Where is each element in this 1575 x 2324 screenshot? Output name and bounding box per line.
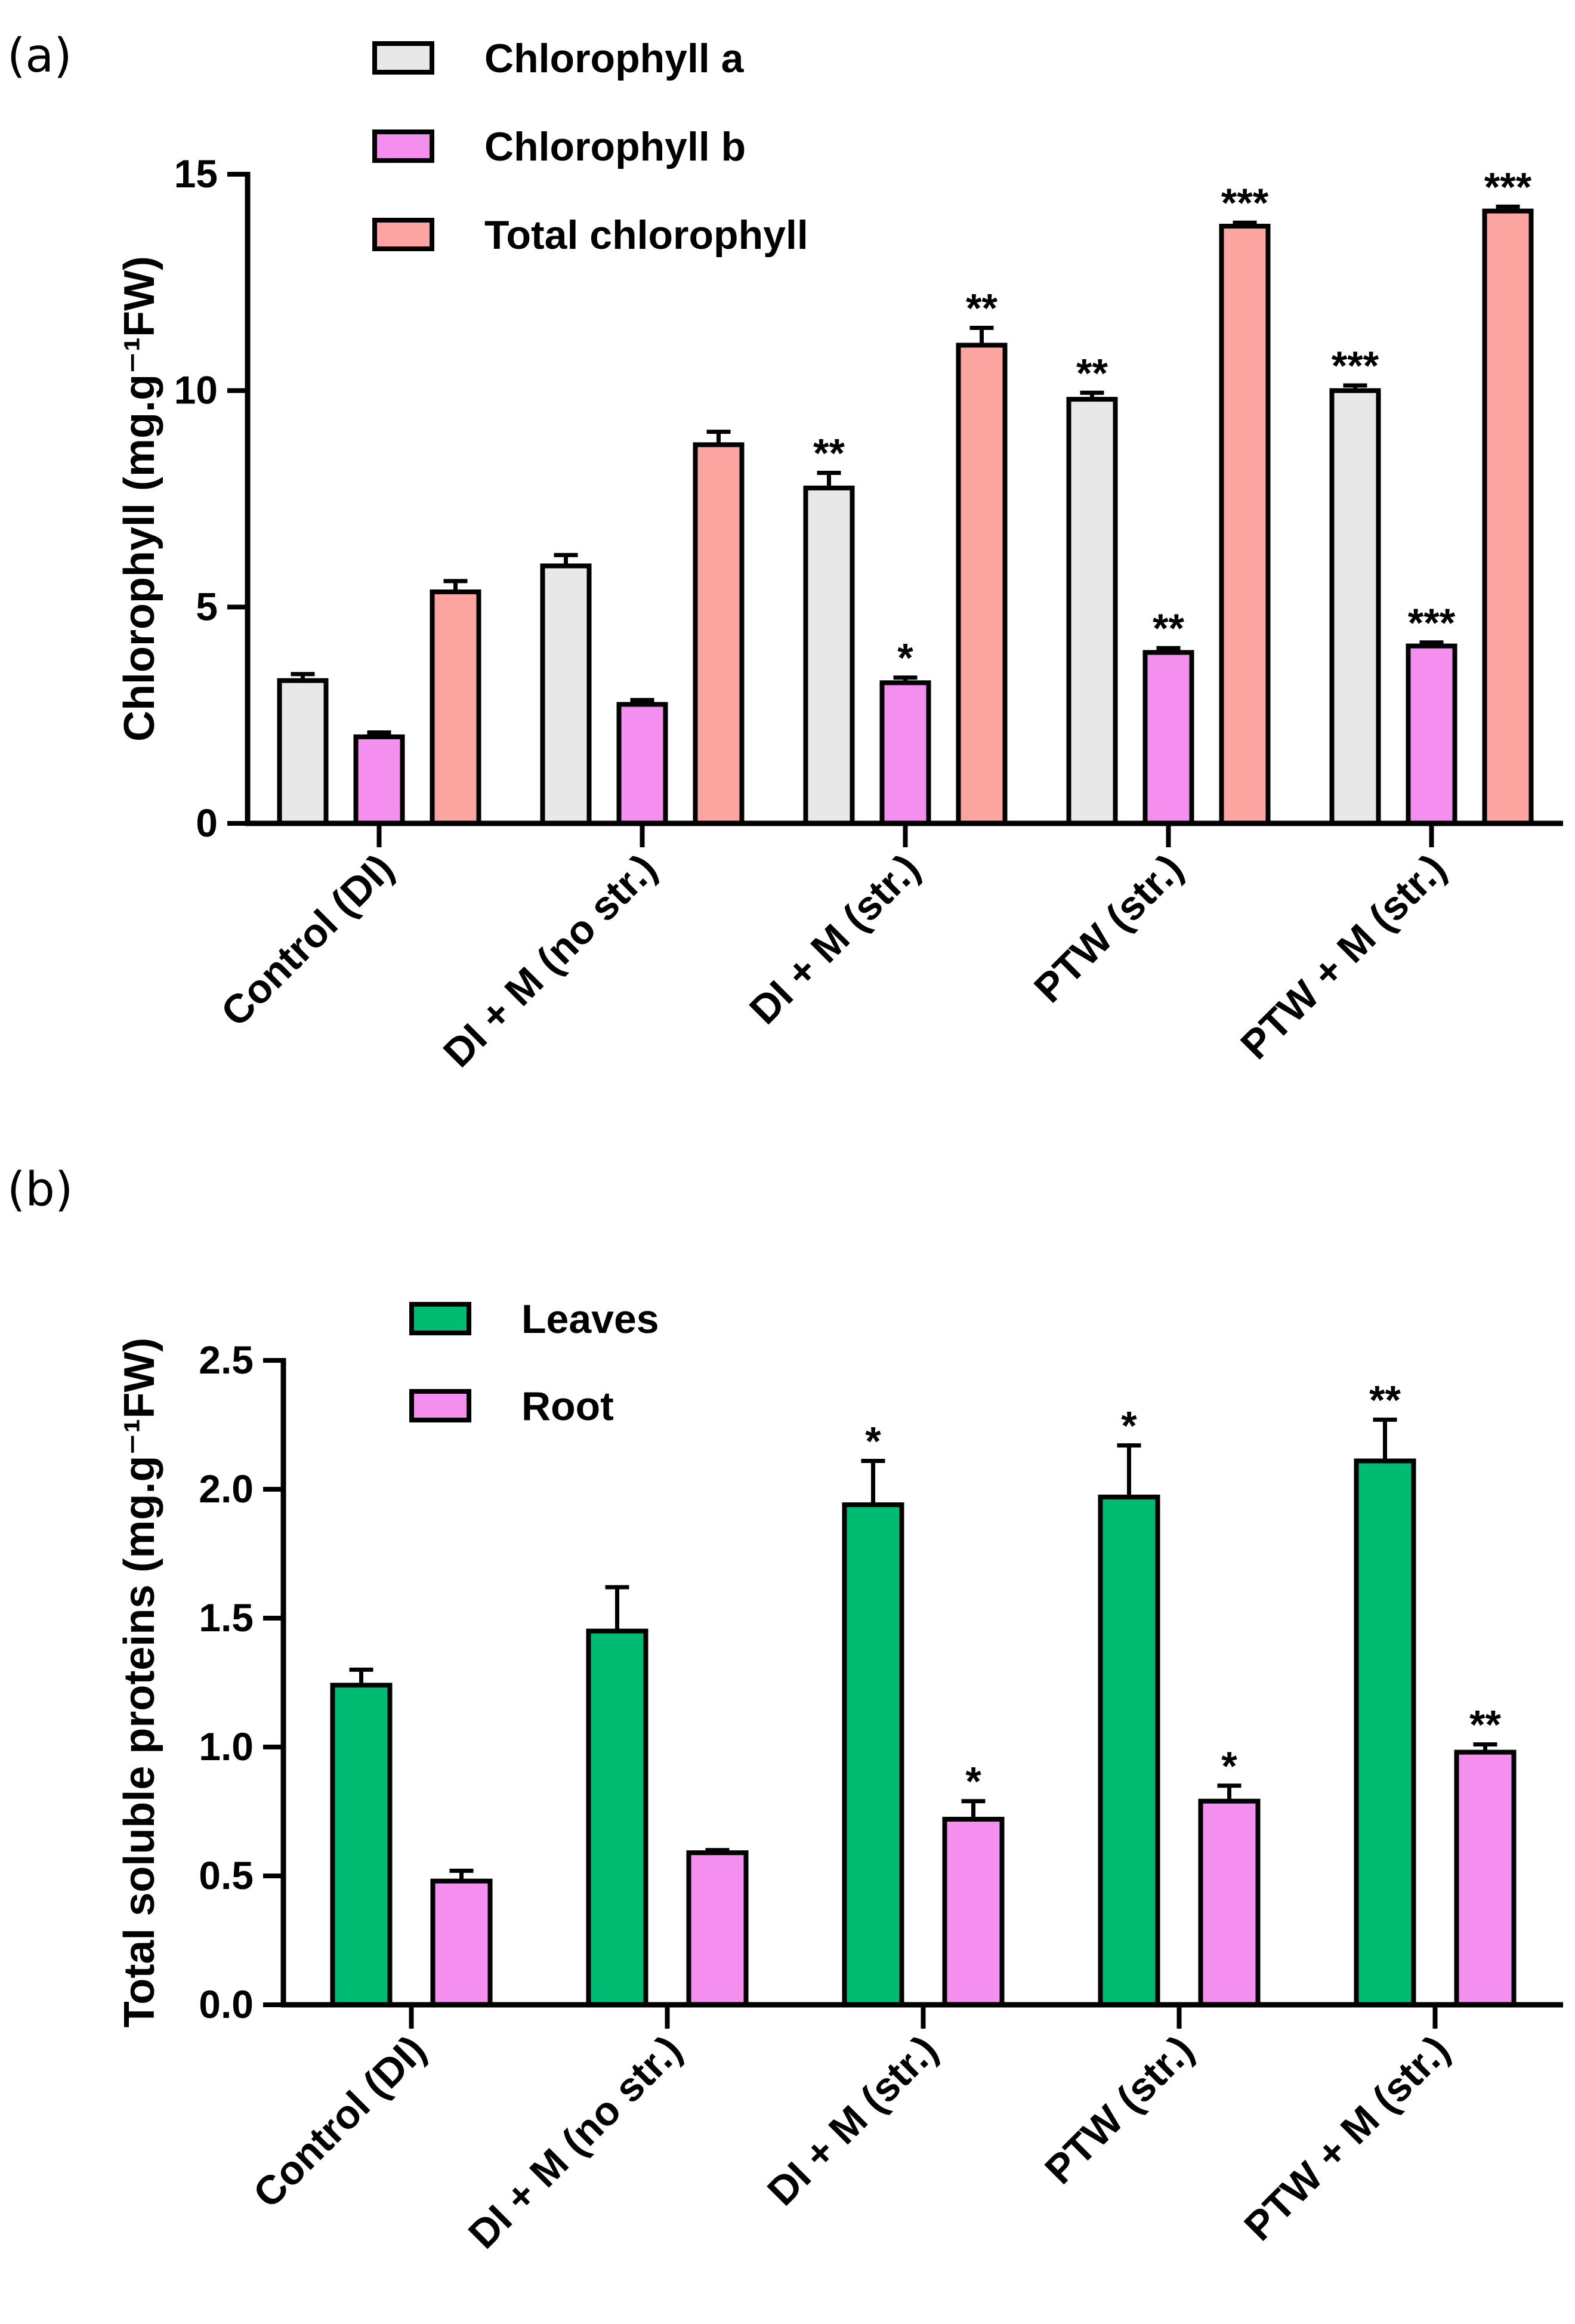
category-label: PTW (str.) bbox=[1036, 2027, 1202, 2193]
y-tick-label: 1.0 bbox=[199, 1724, 254, 1769]
legend-label: Chlorophyll a bbox=[484, 36, 745, 81]
significance-label: * bbox=[965, 1759, 981, 1804]
y-axis-label: Chlorophyll (mg.g⁻¹FW) bbox=[116, 256, 163, 742]
significance-label: *** bbox=[1484, 164, 1532, 209]
category-label: DI + M (str.) bbox=[759, 2027, 946, 2214]
significance-label: * bbox=[1121, 1403, 1137, 1449]
chart-b: 0.00.51.01.52.02.5* **** ***Control (DI) DI… bbox=[116, 1297, 1563, 2257]
bar bbox=[1142, 650, 1194, 826]
significance-label: *** bbox=[1332, 343, 1379, 388]
legend-swatch bbox=[409, 1302, 471, 1335]
legend-swatch bbox=[372, 41, 434, 75]
panel-a-label: (a) bbox=[7, 29, 72, 83]
significance-label: * bbox=[865, 1418, 881, 1464]
legend-label: Leaves bbox=[521, 1297, 659, 1342]
category-label: PTW + M (str.) bbox=[1236, 2027, 1458, 2249]
y-tick-label: 0 bbox=[196, 801, 218, 845]
bar bbox=[1098, 1494, 1160, 2007]
bar bbox=[540, 563, 592, 826]
y-tick-label: 0.0 bbox=[199, 1982, 254, 2026]
y-tick-label: 1.5 bbox=[199, 1595, 254, 1640]
bar bbox=[842, 1502, 904, 2007]
bar bbox=[586, 1628, 648, 2008]
bar bbox=[693, 442, 745, 826]
bar bbox=[1354, 1458, 1416, 2007]
bar bbox=[942, 1816, 1005, 2007]
bar bbox=[956, 342, 1008, 826]
legend-swatch bbox=[409, 1389, 471, 1422]
legend-label: Total chlorophyll bbox=[484, 212, 808, 258]
y-axis-label: Total soluble proteins (mg.g⁻¹FW) bbox=[116, 1338, 163, 2028]
legend-label: Chlorophyll b bbox=[484, 124, 746, 169]
bar bbox=[803, 485, 855, 826]
y-tick-label: 2.0 bbox=[199, 1467, 254, 1511]
y-tick-label: 15 bbox=[174, 152, 218, 196]
significance-label: ** bbox=[1153, 606, 1184, 651]
bar bbox=[686, 1850, 749, 2008]
y-tick-label: 5 bbox=[196, 584, 218, 628]
bar bbox=[430, 1878, 493, 2007]
bar bbox=[879, 680, 931, 826]
significance-label: *** bbox=[1221, 180, 1269, 226]
bar bbox=[277, 678, 329, 826]
category-label: DI + M (no str.) bbox=[435, 845, 665, 1076]
category-label: Control (DI) bbox=[245, 2027, 434, 2217]
bar bbox=[1198, 1798, 1261, 2007]
bar bbox=[330, 1683, 393, 2008]
category-label: DI + M (no str.) bbox=[460, 2027, 690, 2257]
bar bbox=[1406, 643, 1457, 826]
significance-label: ** bbox=[1469, 1702, 1501, 1748]
significance-label: * bbox=[897, 635, 913, 681]
y-tick-label: 0.5 bbox=[199, 1853, 254, 1897]
bar bbox=[1482, 208, 1534, 826]
category-label: Control (DI) bbox=[212, 845, 402, 1035]
bar bbox=[430, 589, 481, 826]
bar bbox=[353, 734, 405, 826]
significance-label: ** bbox=[1369, 1377, 1401, 1422]
category-label: PTW + M (str.) bbox=[1232, 845, 1454, 1068]
y-tick-label: 10 bbox=[174, 368, 218, 412]
panel-b-label: (b) bbox=[7, 1163, 73, 1217]
legend-swatch bbox=[372, 129, 434, 163]
significance-label: ** bbox=[1076, 350, 1108, 396]
legend-swatch bbox=[372, 218, 434, 251]
bar bbox=[616, 702, 668, 826]
significance-label: * bbox=[1221, 1743, 1237, 1789]
significance-label: ** bbox=[966, 285, 998, 331]
bar bbox=[1219, 224, 1271, 826]
bar bbox=[1066, 397, 1118, 826]
significance-label: ** bbox=[813, 430, 845, 476]
category-label: DI + M (str.) bbox=[741, 845, 928, 1033]
legend-label: Root bbox=[521, 1384, 614, 1429]
y-tick-label: 2.5 bbox=[199, 1338, 254, 1382]
bar bbox=[1454, 1749, 1517, 2007]
bar bbox=[1329, 388, 1381, 826]
significance-label: *** bbox=[1408, 600, 1456, 646]
category-label: PTW (str.) bbox=[1026, 845, 1191, 1011]
